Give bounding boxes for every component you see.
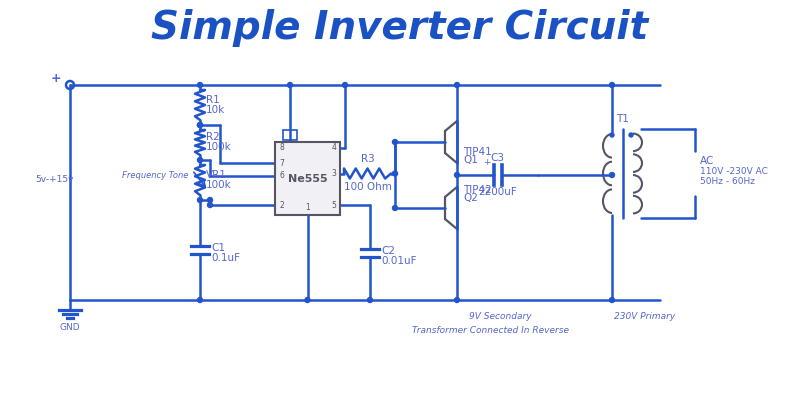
Circle shape — [393, 171, 398, 176]
Text: +: + — [50, 72, 62, 84]
Text: C3: C3 — [490, 153, 505, 163]
Text: VR1: VR1 — [206, 170, 227, 180]
Text: Q1: Q1 — [463, 155, 478, 165]
Text: 50Hz - 60Hz: 50Hz - 60Hz — [700, 177, 755, 186]
Circle shape — [198, 158, 202, 162]
Text: 110V -230V AC: 110V -230V AC — [700, 167, 768, 176]
Text: 2: 2 — [279, 200, 284, 210]
Text: 100k: 100k — [206, 142, 232, 152]
Circle shape — [207, 202, 213, 208]
Circle shape — [454, 172, 459, 178]
Text: 9V Secondary: 9V Secondary — [469, 312, 531, 321]
Bar — [283, 130, 297, 140]
Circle shape — [198, 122, 202, 128]
Text: Ne555: Ne555 — [288, 174, 327, 184]
Text: 5: 5 — [331, 200, 336, 210]
Circle shape — [393, 140, 398, 144]
Text: 3: 3 — [331, 169, 336, 178]
Text: 6: 6 — [279, 172, 284, 180]
Circle shape — [207, 198, 213, 202]
Text: 0.1uF: 0.1uF — [211, 253, 240, 263]
Bar — [275, 142, 340, 215]
Text: C2: C2 — [381, 246, 395, 256]
Text: Transformer Connected In Reverse: Transformer Connected In Reverse — [411, 326, 569, 335]
Text: Frequency Tone: Frequency Tone — [122, 170, 188, 180]
Text: R1: R1 — [206, 95, 220, 105]
Text: +: + — [483, 158, 490, 167]
Circle shape — [393, 206, 398, 210]
Text: 7: 7 — [279, 158, 284, 168]
Text: R2: R2 — [206, 132, 220, 142]
Text: 8: 8 — [279, 144, 284, 152]
Circle shape — [610, 298, 614, 302]
Text: 230V Primary: 230V Primary — [614, 312, 676, 321]
Text: 100 Ohm: 100 Ohm — [343, 182, 391, 192]
Text: TIP41: TIP41 — [463, 147, 492, 157]
Circle shape — [198, 82, 202, 88]
Circle shape — [342, 82, 347, 88]
Circle shape — [454, 82, 459, 88]
Circle shape — [287, 82, 293, 88]
Text: 10k: 10k — [206, 105, 226, 115]
Circle shape — [610, 82, 614, 88]
Text: 0.01uF: 0.01uF — [381, 256, 417, 266]
Circle shape — [198, 298, 202, 302]
Text: Q2: Q2 — [463, 193, 478, 203]
Circle shape — [610, 133, 614, 137]
Text: T1: T1 — [617, 114, 630, 124]
Circle shape — [629, 133, 633, 137]
Text: 4: 4 — [331, 144, 336, 152]
Text: 1: 1 — [305, 203, 310, 212]
Text: 5v-+15v: 5v-+15v — [36, 176, 74, 184]
Text: R3: R3 — [361, 154, 374, 164]
Text: TIP42: TIP42 — [463, 185, 492, 195]
Circle shape — [454, 298, 459, 302]
Circle shape — [198, 122, 202, 128]
Text: GND: GND — [60, 323, 80, 332]
Circle shape — [367, 298, 373, 302]
Circle shape — [198, 198, 202, 202]
Text: C1: C1 — [211, 243, 225, 253]
Text: AC: AC — [700, 156, 714, 166]
Circle shape — [610, 172, 614, 178]
Text: 100k: 100k — [206, 180, 232, 190]
Text: Simple Inverter Circuit: Simple Inverter Circuit — [151, 9, 649, 47]
Text: 2200uF: 2200uF — [478, 187, 517, 197]
Circle shape — [305, 298, 310, 302]
